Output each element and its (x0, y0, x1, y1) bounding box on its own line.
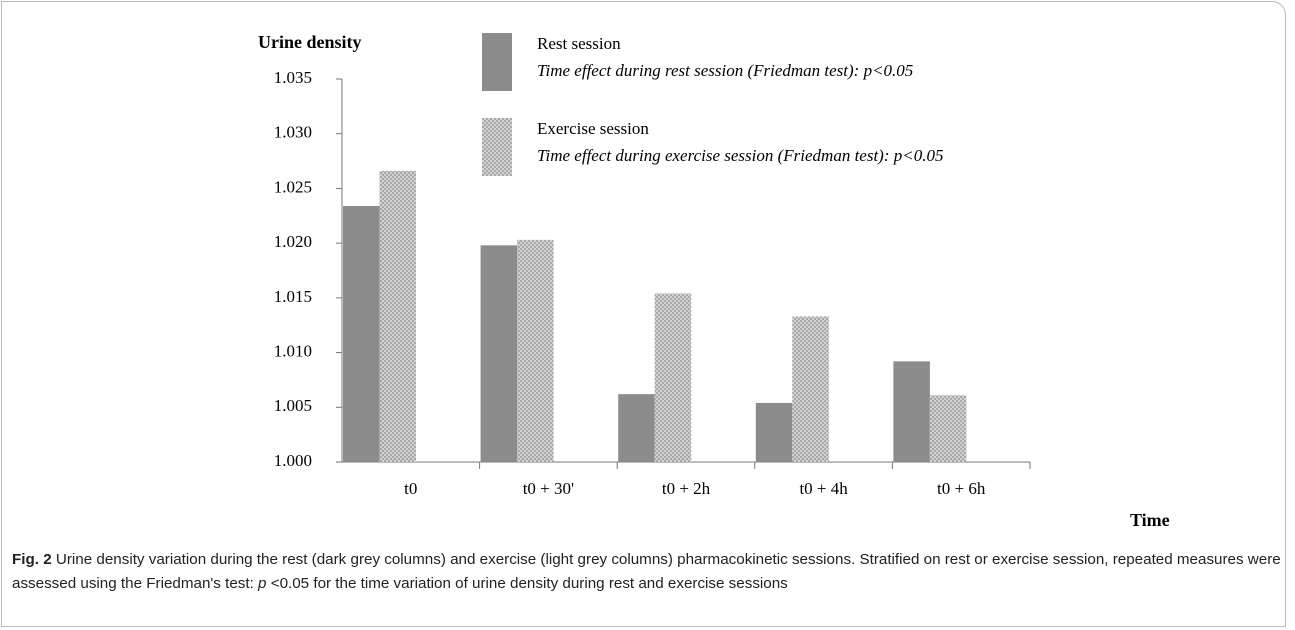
legend-swatch (482, 33, 512, 91)
x-tick-label: t0 + 6h (937, 479, 986, 498)
y-tick-label: 1.010 (274, 341, 312, 360)
bar (654, 293, 692, 462)
y-tick-label: 1.025 (274, 177, 312, 196)
bar (792, 316, 829, 462)
x-tick-label: t0 (404, 479, 417, 498)
y-axis-label: Urine density (258, 32, 362, 52)
caption: Fig. 2 Urine density variation during th… (12, 548, 1284, 596)
y-tick-label: 1.000 (274, 451, 312, 470)
legend-swatch (482, 118, 512, 176)
chart: Urine density Time 1.000 1.005 1.010 1.015 1… (258, 32, 1170, 530)
bar (379, 170, 416, 463)
y-tick-label: 1.020 (274, 232, 312, 251)
y-tick-label: 1.015 (274, 287, 312, 306)
bar (480, 245, 518, 462)
x-tick-label: t0 + 30' (523, 479, 574, 498)
legend-label: Exercise session (537, 119, 649, 138)
caption-italic: p (258, 575, 267, 592)
y-tick-label: 1.035 (274, 68, 312, 87)
x-tick-label: t0 + 4h (799, 479, 848, 498)
bar (517, 239, 554, 462)
caption-text: Urine density variation during the rest … (12, 551, 1281, 592)
caption-text: <0.05 for the time variation of urine de… (266, 575, 788, 592)
x-tick-label: t0 + 2h (662, 479, 711, 498)
y-tick-label: 1.030 (274, 123, 312, 142)
bar (929, 395, 967, 462)
y-tick-label: 1.005 (274, 396, 312, 415)
x-axis-label: Time (1130, 510, 1170, 530)
legend-note: Time effect during exercise session (Fri… (537, 146, 943, 165)
bar (893, 361, 930, 462)
caption-label: Fig. 2 (12, 551, 52, 568)
legend-label: Rest session (537, 34, 621, 53)
bar (343, 205, 380, 463)
legend-note: Time effect during rest session (Friedma… (537, 61, 913, 80)
bar (618, 394, 655, 462)
bar (755, 402, 793, 462)
